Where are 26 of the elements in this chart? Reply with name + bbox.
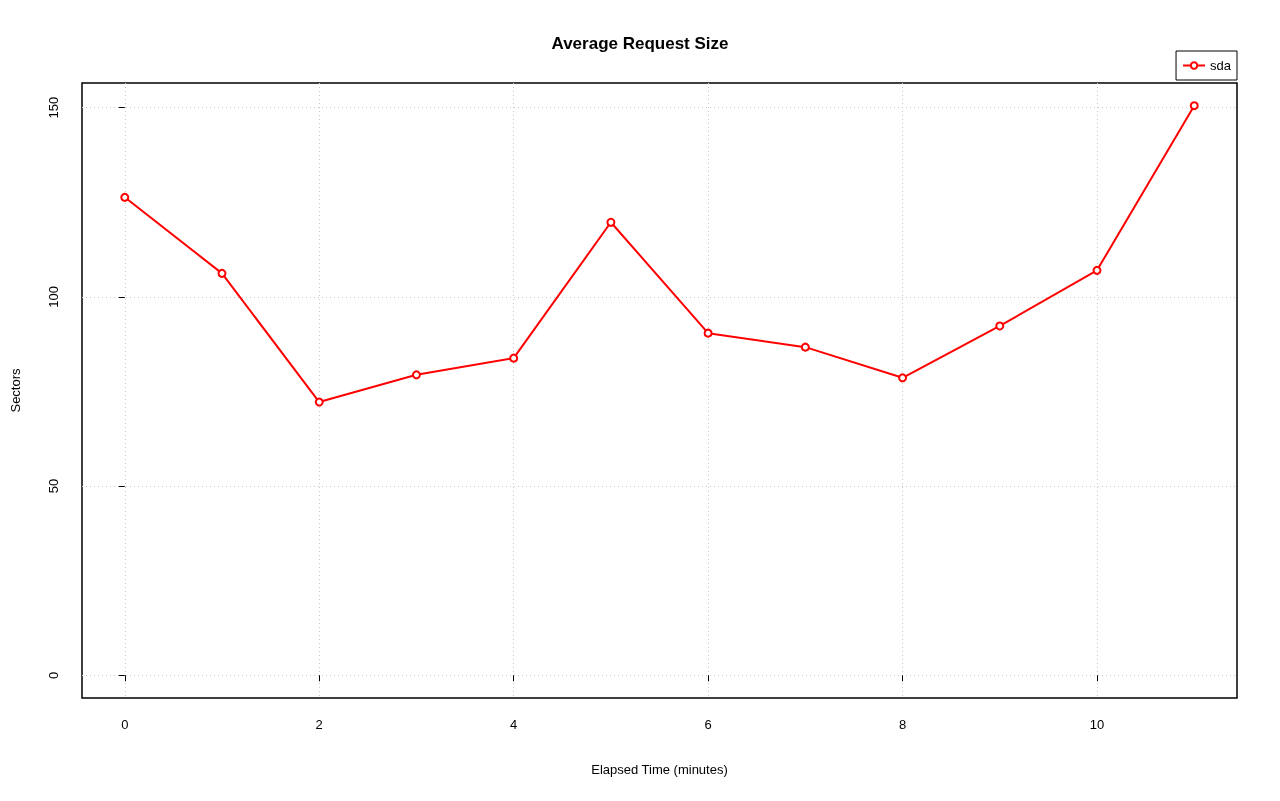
- y-tick-label: 50: [46, 478, 61, 494]
- point: [120, 192, 130, 202]
- chart-title: Average Request Size: [551, 34, 729, 53]
- point: [411, 370, 421, 380]
- point: [703, 328, 713, 338]
- point: [898, 373, 908, 383]
- y-axis-title: Sectors: [8, 367, 23, 413]
- y-tick-label: 150: [46, 96, 61, 119]
- y-tick-label: 100: [46, 285, 61, 308]
- x-tick-label: 6: [704, 717, 712, 732]
- point: [1189, 101, 1199, 111]
- point: [800, 342, 810, 352]
- x-tick-label: 10: [1089, 717, 1105, 732]
- x-tick-label: 4: [510, 717, 518, 732]
- point: [1092, 265, 1102, 275]
- point: [509, 353, 519, 363]
- point: [995, 321, 1005, 331]
- x-axis-title: Elapsed Time (minutes): [591, 762, 728, 777]
- legend-label: sda: [1210, 58, 1232, 73]
- point: [217, 268, 227, 278]
- y-tick-label: 0: [46, 671, 61, 679]
- x-tick-label: 2: [315, 717, 323, 732]
- x-tick-label: 0: [121, 717, 129, 732]
- point: [314, 397, 324, 407]
- point: [606, 217, 616, 227]
- x-tick-label: 8: [898, 717, 907, 732]
